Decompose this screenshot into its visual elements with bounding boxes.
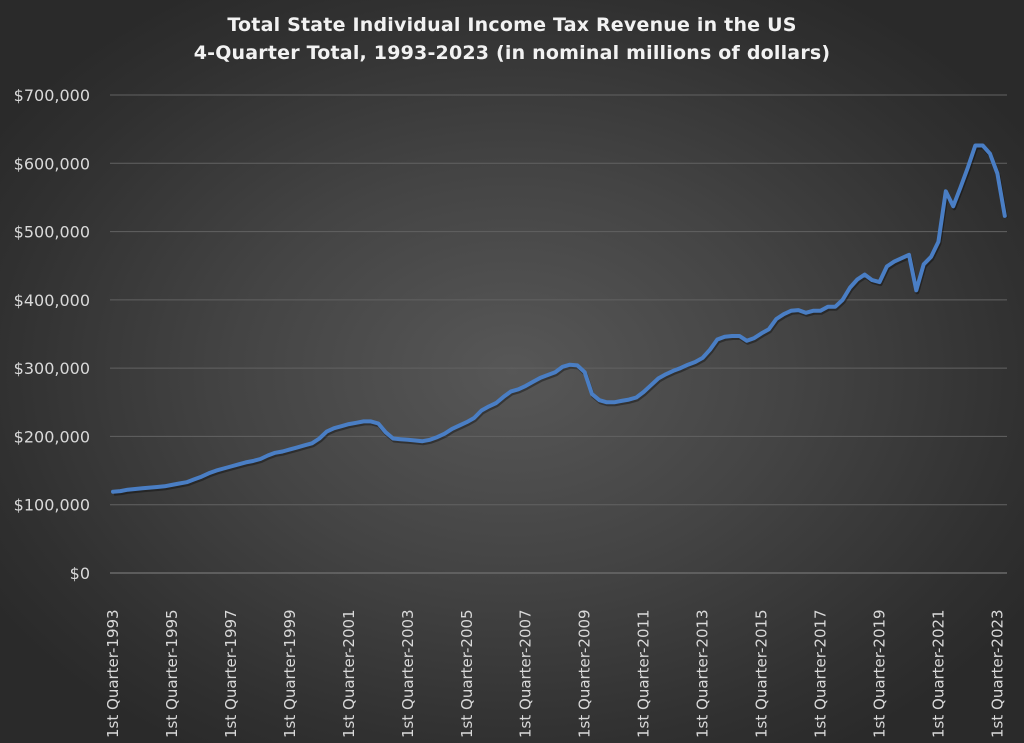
x-tick-label: 1st Quarter-2001 xyxy=(340,609,358,738)
x-tick-label: 1st Quarter-2013 xyxy=(694,609,712,738)
y-tick-label: $300,000 xyxy=(14,359,90,378)
x-tick-label: 1st Quarter-2005 xyxy=(458,609,476,738)
x-tick-label: 1st Quarter-2017 xyxy=(812,609,830,738)
series-group xyxy=(111,143,1008,496)
chart-title: Total State Individual Income Tax Revenu… xyxy=(227,14,797,36)
x-tick-label: 1st Quarter-2023 xyxy=(988,609,1006,738)
y-tick-label: $0 xyxy=(70,564,90,583)
x-tick-label: 1st Quarter-1997 xyxy=(222,609,240,738)
x-tick-label: 1st Quarter-1993 xyxy=(104,609,122,738)
chart-subtitle: 4-Quarter Total, 1993-2023 (in nominal m… xyxy=(193,42,831,64)
y-tick-label: $500,000 xyxy=(14,223,90,242)
y-tick-label: $200,000 xyxy=(14,427,90,446)
x-tick-label: 1st Quarter-2007 xyxy=(517,609,535,738)
x-tick-label: 1st Quarter-1995 xyxy=(163,609,181,738)
x-axis-tick-labels: 1st Quarter-1993 1st Quarter-1995 1st Quar… xyxy=(104,609,1006,738)
x-tick-label: 1st Quarter-2011 xyxy=(635,609,653,738)
x-tick-label: 1st Quarter-2015 xyxy=(753,609,771,738)
gridlines xyxy=(110,94,1007,574)
x-tick-label: 1st Quarter-2019 xyxy=(870,609,888,738)
y-tick-label: $100,000 xyxy=(14,496,90,515)
y-tick-label: $400,000 xyxy=(14,291,90,310)
series-line-shadow xyxy=(113,145,1008,496)
y-axis-tick-labels: $0 $100,000 $200,000 $300,000 $400,000 $500,0… xyxy=(14,86,90,583)
series-line xyxy=(111,143,1007,494)
x-tick-label: 1st Quarter-2009 xyxy=(576,609,594,738)
x-tick-label: 1st Quarter-2021 xyxy=(929,609,947,738)
x-tick-label: 1st Quarter-2003 xyxy=(399,609,417,738)
y-tick-label: $600,000 xyxy=(14,154,90,173)
y-tick-label: $700,000 xyxy=(14,86,90,105)
x-tick-label: 1st Quarter-1999 xyxy=(281,609,299,738)
